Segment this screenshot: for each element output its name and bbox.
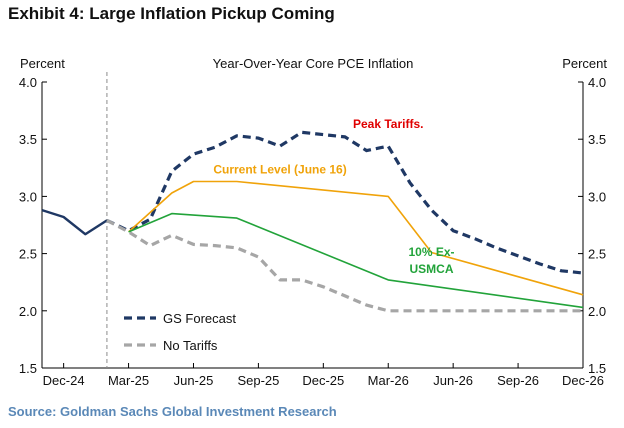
y-axis-label-right: Percent — [562, 56, 607, 71]
y-tick-label-left: 1.5 — [19, 361, 37, 376]
y-tick-label-right: 4.0 — [588, 75, 606, 90]
chart-annotation: Current Level (June 16) — [213, 163, 346, 177]
y-tick-label-right: 1.5 — [588, 361, 606, 376]
x-tick-label: Dec-24 — [43, 373, 85, 388]
chart-series — [41, 130, 584, 313]
y-axis-label-left: Percent — [20, 56, 65, 71]
chart-annotation: 10% Ex- — [409, 245, 455, 259]
y-tick-label-left: 2.0 — [19, 304, 37, 319]
y-tick-label-right: 3.0 — [588, 189, 606, 204]
legend-label: No Tariffs — [163, 338, 218, 353]
x-tick-label: Mar-26 — [368, 373, 409, 388]
exhibit-title: Exhibit 4: Large Inflation Pickup Coming — [8, 4, 335, 23]
y-tick-label-right: 3.5 — [588, 132, 606, 147]
y-tick-label-right: 2.5 — [588, 247, 606, 262]
series-line-no-tariffs — [106, 218, 583, 313]
x-tick-label: Mar-25 — [108, 373, 149, 388]
series-line-actual — [41, 208, 108, 236]
y-tick-label-left: 2.5 — [19, 247, 37, 262]
series-line-10-ex-usmca — [128, 212, 584, 309]
chart-axes: 1.5 1.5 2.0 2.0 2.5 2.5 3.0 3.0 3.5 3.5 4.0 4.0 Dec-… — [19, 72, 606, 388]
legend-label: GS Forecast — [163, 311, 236, 326]
x-tick-label: Sep-25 — [237, 373, 279, 388]
y-tick-label-right: 2.0 — [588, 304, 606, 319]
x-tick-label: Sep-26 — [497, 373, 539, 388]
x-tick-label: Jun-26 — [433, 373, 473, 388]
source-note: Source: Goldman Sachs Global Investment … — [8, 404, 337, 419]
chart-annotation: USMCA — [410, 262, 454, 276]
chart-annotation: Peak Tariffs. — [353, 117, 423, 131]
y-tick-label-left: 3.5 — [19, 132, 37, 147]
y-tick-label-left: 4.0 — [19, 75, 37, 90]
chart-legend: GS Forecast No Tariffs — [124, 311, 236, 353]
series-line-gs-forecast — [106, 130, 584, 275]
series-line-current-level-june-16 — [128, 180, 584, 296]
chart-title: Year-Over-Year Core PCE Inflation — [213, 56, 414, 71]
chart-annotations: Peak Tariffs. Current Level (June 16) 10% … — [213, 117, 454, 276]
chart: 1.5 1.5 2.0 2.0 2.5 2.5 3.0 3.0 3.5 3.5 4.0 4.0 Dec-… — [19, 56, 607, 388]
x-tick-label: Jun-25 — [174, 373, 214, 388]
x-tick-label: Dec-25 — [302, 373, 344, 388]
y-tick-label-left: 3.0 — [19, 189, 37, 204]
x-tick-label: Dec-26 — [562, 373, 604, 388]
